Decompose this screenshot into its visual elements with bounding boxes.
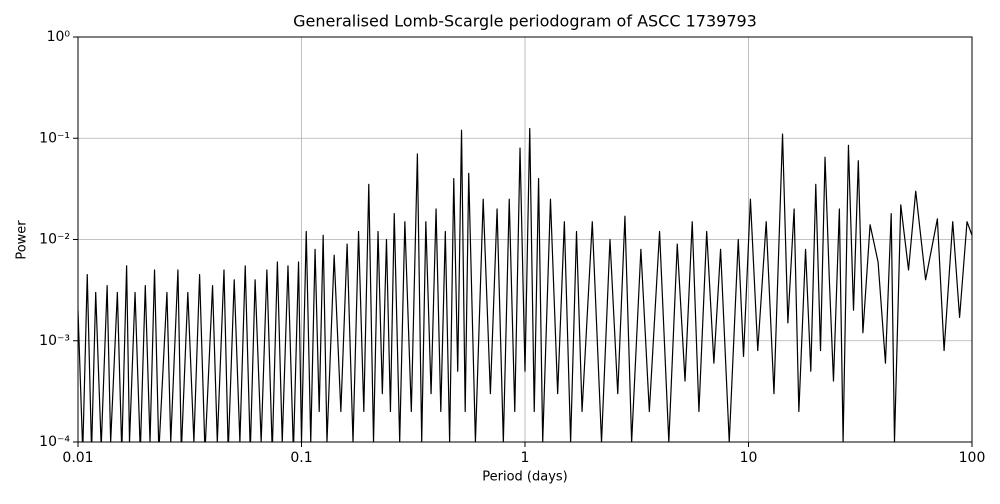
x-tick-label: 0.1 — [290, 450, 312, 466]
y-tick-label: 10⁻² — [39, 232, 70, 248]
chart-title: Generalised Lomb-Scargle periodogram of … — [293, 12, 757, 31]
x-tick-label: 1 — [521, 450, 530, 466]
y-tick-label: 10⁻³ — [39, 333, 70, 349]
x-axis-label: Period (days) — [482, 470, 568, 485]
x-tick-label: 10 — [740, 450, 758, 466]
periodogram-line — [78, 127, 972, 442]
x-tick-label: 100 — [959, 450, 986, 466]
y-axis-label: Power — [15, 220, 30, 260]
y-tick-label: 10⁰ — [47, 29, 71, 45]
ticks: 0.01 0.1 1 10 100 10⁻⁴ 10⁻³ 10⁻² 10⁻¹ 10⁰ — [39, 29, 985, 466]
y-tick-label: 10⁻⁴ — [39, 434, 70, 450]
x-tick-label: 0.01 — [62, 450, 93, 466]
y-tick-label: 10⁻¹ — [39, 130, 70, 146]
plot-area — [78, 127, 972, 442]
